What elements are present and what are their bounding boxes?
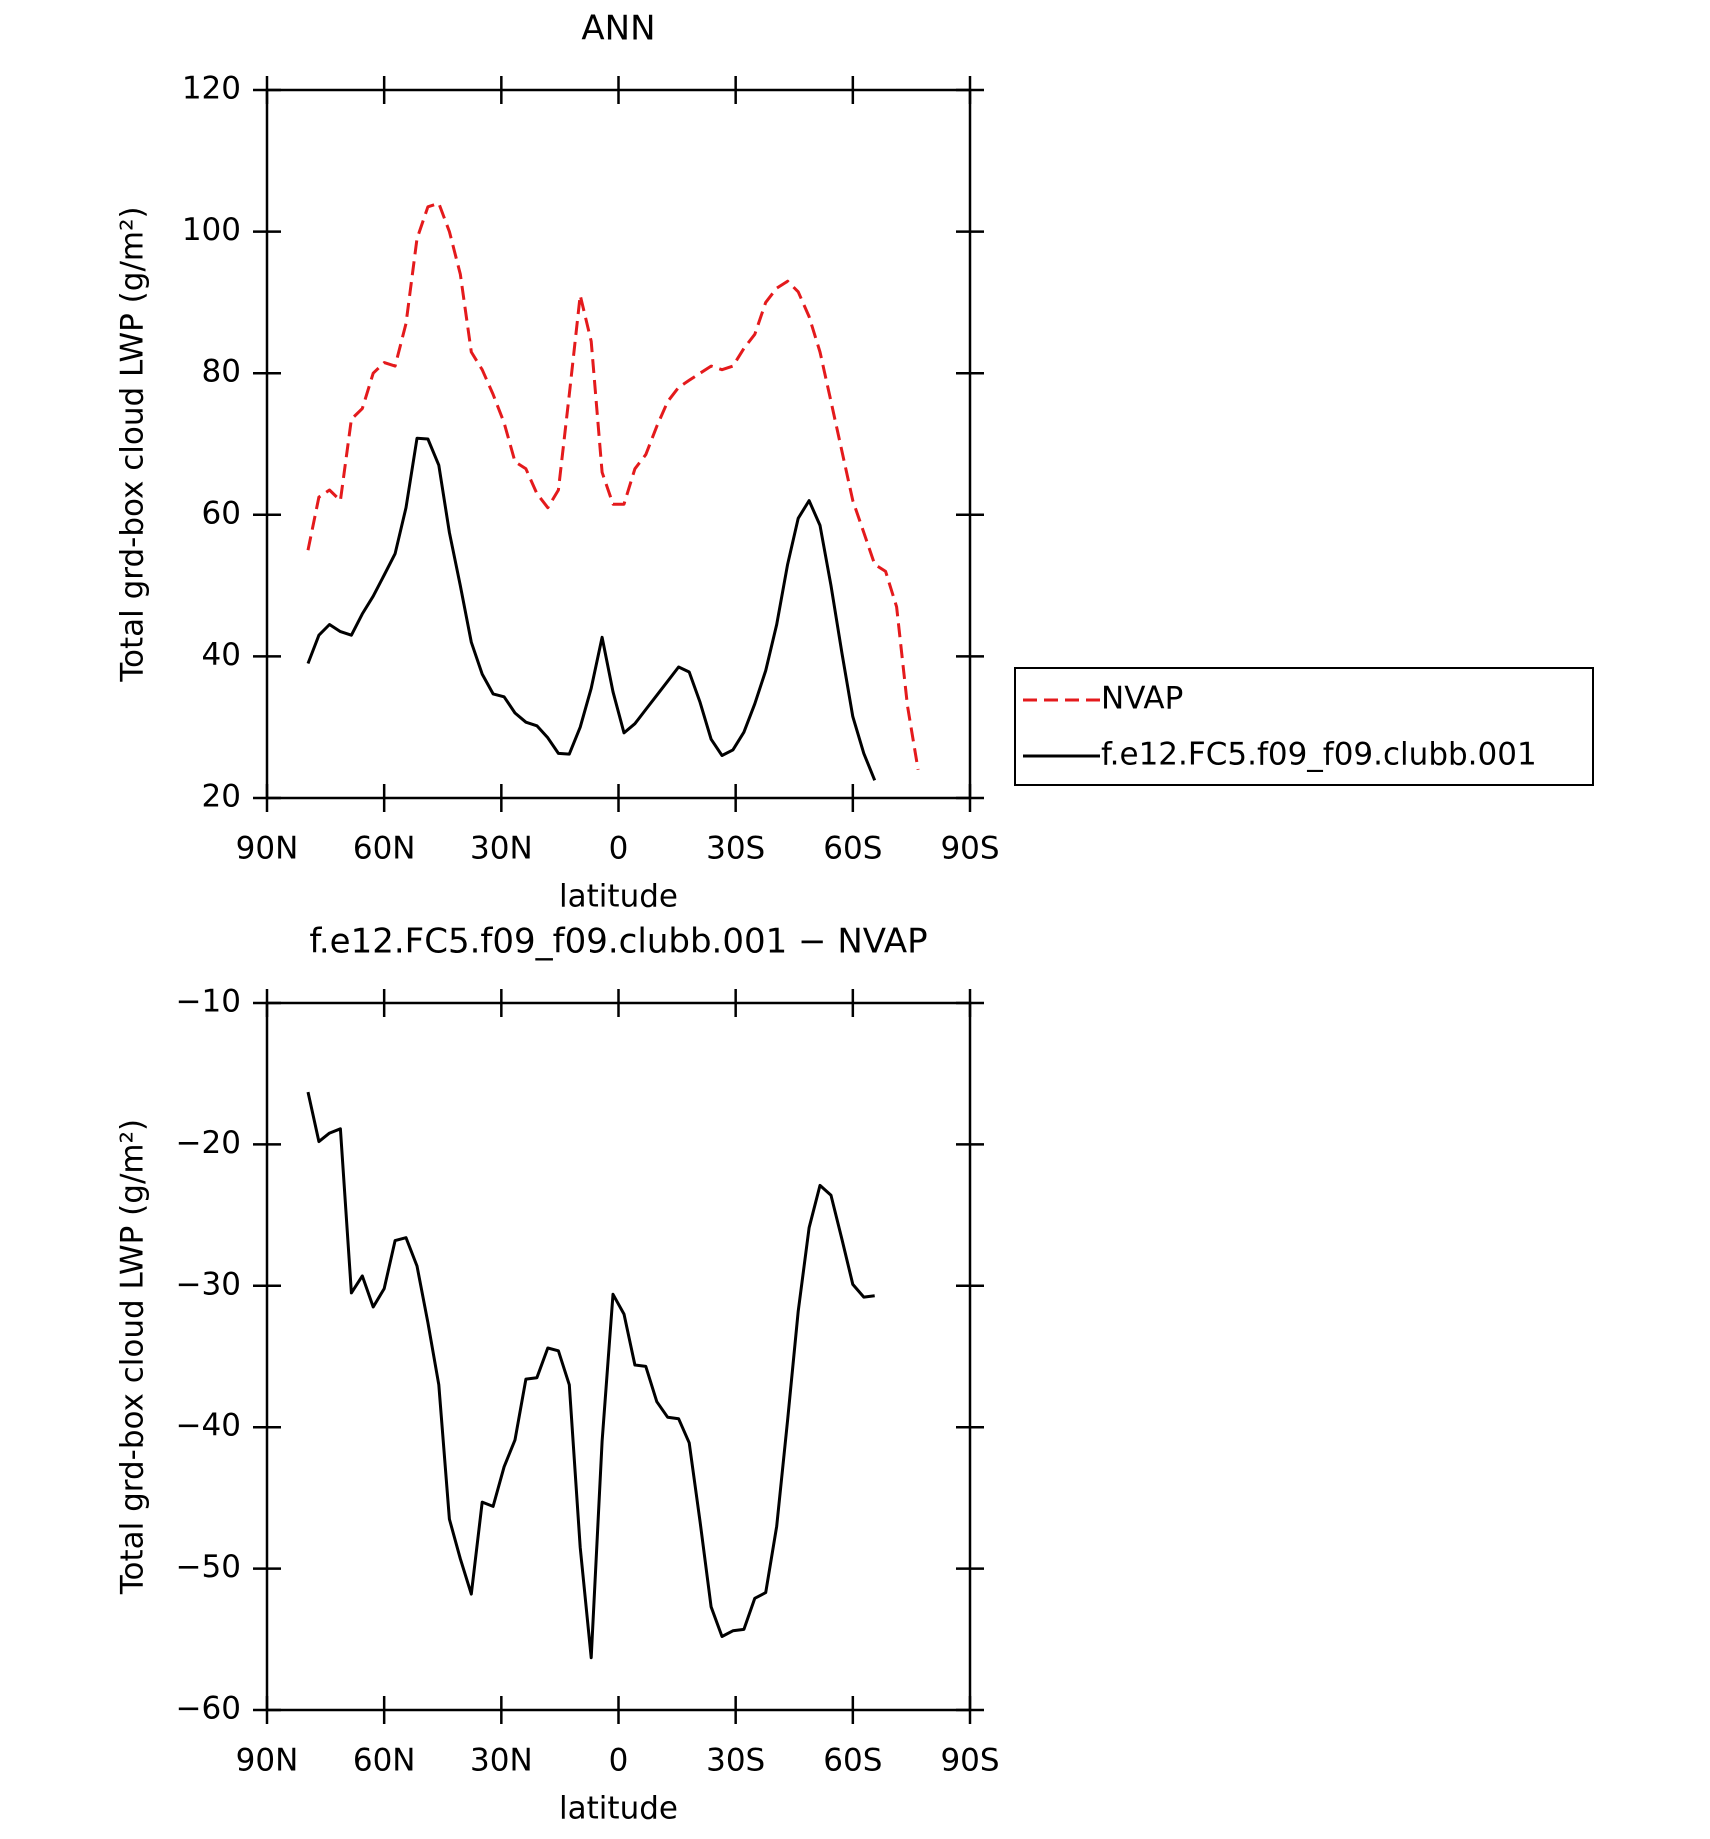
x-tick-label: 0 [609, 831, 629, 867]
x-tick-label: 60N [353, 1743, 416, 1779]
x-tick-label: 30N [470, 1743, 533, 1779]
x-tick-label: 90N [236, 1743, 299, 1779]
y-tick-label: −10 [176, 984, 241, 1020]
plot-frame [265, 88, 972, 800]
x-tick-label: 60S [823, 1743, 882, 1779]
x-axis-label: latitude [559, 879, 678, 915]
legend-label: f.e12.FC5.f09_f09.clubb.001 [1101, 737, 1537, 773]
y-tick-label: 40 [202, 637, 241, 673]
data-line [306, 201, 920, 770]
legend-box [1014, 667, 1594, 786]
y-tick-label: −60 [176, 1691, 241, 1727]
y-tick-label: −50 [176, 1549, 241, 1585]
x-tick-label: 60S [823, 831, 882, 867]
x-axis-label: latitude [559, 1791, 678, 1827]
y-tick-label: −30 [176, 1266, 241, 1302]
y-axis-label: Total grd-box cloud LWP (g/m²) [115, 206, 151, 682]
plot-frame [265, 1001, 972, 1712]
y-tick-label: 120 [182, 71, 241, 107]
y-tick-label: −40 [176, 1408, 241, 1444]
x-tick-label: 90N [236, 831, 299, 867]
y-tick-label: 60 [202, 495, 241, 531]
y-axis-label: Total grd-box cloud LWP (g/m²) [115, 1119, 151, 1595]
x-tick-label: 0 [609, 1743, 629, 1779]
y-tick-label: 80 [202, 354, 241, 390]
y-tick-label: 100 [182, 212, 241, 248]
legend-label: NVAP [1101, 681, 1183, 717]
x-tick-label: 30S [706, 831, 765, 867]
data-line [306, 436, 877, 781]
y-tick-label: 20 [202, 779, 241, 815]
x-tick-label: 30S [706, 1743, 765, 1779]
chart-title: f.e12.FC5.f09_f09.clubb.001 − NVAP [309, 922, 927, 962]
x-tick-label: 90S [940, 1743, 999, 1779]
chart-title: ANN [581, 9, 655, 49]
x-tick-label: 90S [940, 831, 999, 867]
x-tick-label: 60N [353, 831, 416, 867]
y-tick-label: −20 [176, 1125, 241, 1161]
x-tick-label: 30N [470, 831, 533, 867]
data-line [306, 1091, 875, 1660]
